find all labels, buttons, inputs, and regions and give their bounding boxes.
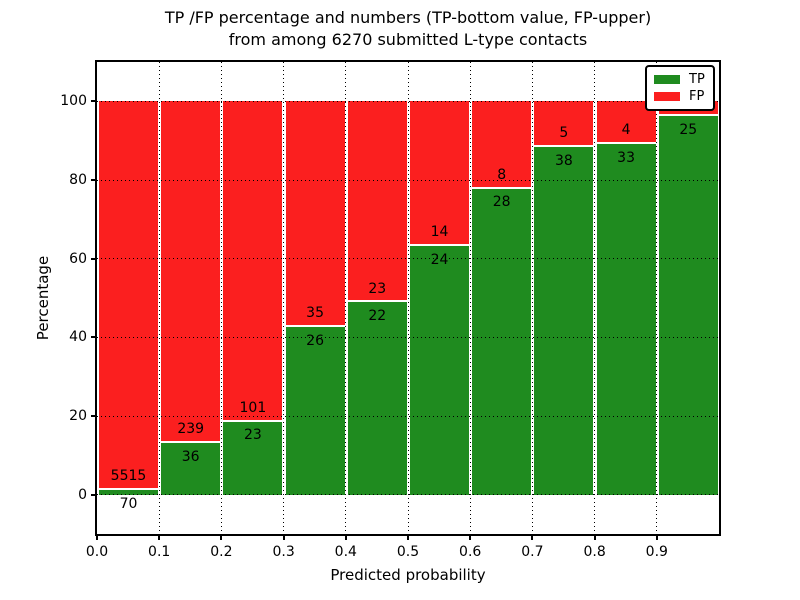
tp-bar-segment [223,421,283,495]
tp-legend-swatch [654,74,680,84]
y-tick-label: 60 [69,250,87,267]
vertical-gridline [594,62,596,534]
x-tick-label: 0.0 [85,544,109,560]
tp-count-label: 24 [430,252,449,268]
x-tick-mark [96,536,98,540]
vertical-gridline [656,62,658,534]
tp-count-label: 25 [679,122,698,139]
y-tick-mark [91,257,95,260]
horizontal-gridline [97,100,719,102]
fp-count-label: 14 [430,224,449,241]
chart-title: TP /FP percentage and numbers (TP-bottom… [95,7,721,51]
fp-bar-segment [534,101,594,148]
x-axis-label: Predicted probability [330,566,486,584]
fp-legend-swatch [654,92,680,102]
legend: TP FP [645,65,715,111]
x-tick-label: 0.8 [583,544,606,560]
horizontal-gridline [97,415,719,417]
tp-bar-segment [347,302,407,495]
x-tick-mark [407,536,409,540]
fp-count-label: 101 [239,399,267,416]
x-tick-label: 0.1 [148,544,171,560]
tp-count-label: 26 [306,332,325,349]
tp-bar-segment [472,188,532,495]
fp-count-label: 35 [306,305,325,322]
x-tick-mark [655,536,658,540]
vertical-gridline [407,62,409,534]
x-tick-label: 0.5 [396,544,420,560]
x-tick-mark [220,536,223,540]
tp-bar-segment [410,246,469,495]
y-tick-mark [91,493,95,496]
chart-title-line2: from among 6270 submitted L-type contact… [228,30,588,49]
x-tick-mark [469,536,472,540]
x-tick-mark [158,536,161,540]
vertical-gridline [220,62,222,534]
tp-bar-segment [285,327,345,495]
vertical-gridline [283,62,285,534]
x-tick-label: 0.4 [334,544,357,560]
tp-bar-segment [658,116,718,495]
legend-row-fp: FP [654,90,706,103]
fp-count-label: 5 [559,125,569,142]
y-tick-mark [91,179,95,181]
horizontal-gridline [97,258,719,260]
fp-count-label: 8 [497,166,507,183]
tp-bar-segment [161,443,221,495]
x-tick-label: 0.6 [459,544,482,560]
y-tick-label: 0 [78,486,87,503]
tp-count-label: 22 [368,308,387,325]
x-tick-mark [593,536,596,540]
fp-bar-segment [472,101,532,189]
legend-row-tp: TP [654,73,706,86]
fp-bar-segment [285,101,345,328]
fp-count-label: 23 [368,280,387,297]
fp-bar-segment [161,101,221,444]
tp-count-label: 38 [554,152,573,169]
fp-legend-label: FP [689,89,705,105]
fp-bar-segment [99,101,158,490]
tp-count-label: 70 [119,495,138,512]
fp-bar-segment [223,101,283,422]
fp-count-label: 4 [621,122,631,139]
y-tick-label: 80 [69,172,87,188]
tp-count-label: 36 [181,448,200,465]
y-tick-mark [91,415,95,417]
vertical-gridline [345,62,347,534]
tp-count-label: 33 [617,149,636,166]
fp-bar-segment [410,101,469,247]
tp-count-label: 23 [243,427,262,444]
vertical-gridline [469,62,471,534]
tp-legend-label: TP [689,71,705,87]
y-tick-mark [91,336,95,339]
x-tick-label: 0.7 [521,544,544,560]
horizontal-gridline [97,179,719,181]
x-tick-mark [531,536,534,540]
horizontal-gridline [97,494,719,496]
tp-count-label: 28 [492,194,511,211]
y-tick-label: 20 [69,408,87,424]
fp-count-label: 5515 [110,467,147,484]
y-tick-mark [91,100,95,103]
y-tick-label: 100 [60,93,87,110]
x-tick-label: 0.9 [645,544,668,560]
x-tick-label: 0.3 [272,544,295,560]
fp-count-label: 239 [177,421,205,438]
tp-bar-segment [534,147,594,495]
vertical-gridline [531,62,533,534]
horizontal-gridline [97,336,719,338]
y-axis-label: Percentage [34,255,52,341]
plot-area: TP FP 70 5515 36 239 23 101 26 35 22 23 24 14 28 8 38 5… [95,60,721,536]
tp-bar-segment [596,143,656,495]
x-tick-mark [282,536,285,540]
tp-bar-segment [99,489,158,495]
x-tick-mark [344,536,347,540]
y-tick-label: 40 [69,329,87,346]
fp-bar-segment [347,101,407,303]
chart-title-line1: TP /FP percentage and numbers (TP-bottom… [164,8,652,27]
vertical-gridline [158,62,160,534]
x-tick-label: 0.2 [210,544,233,560]
